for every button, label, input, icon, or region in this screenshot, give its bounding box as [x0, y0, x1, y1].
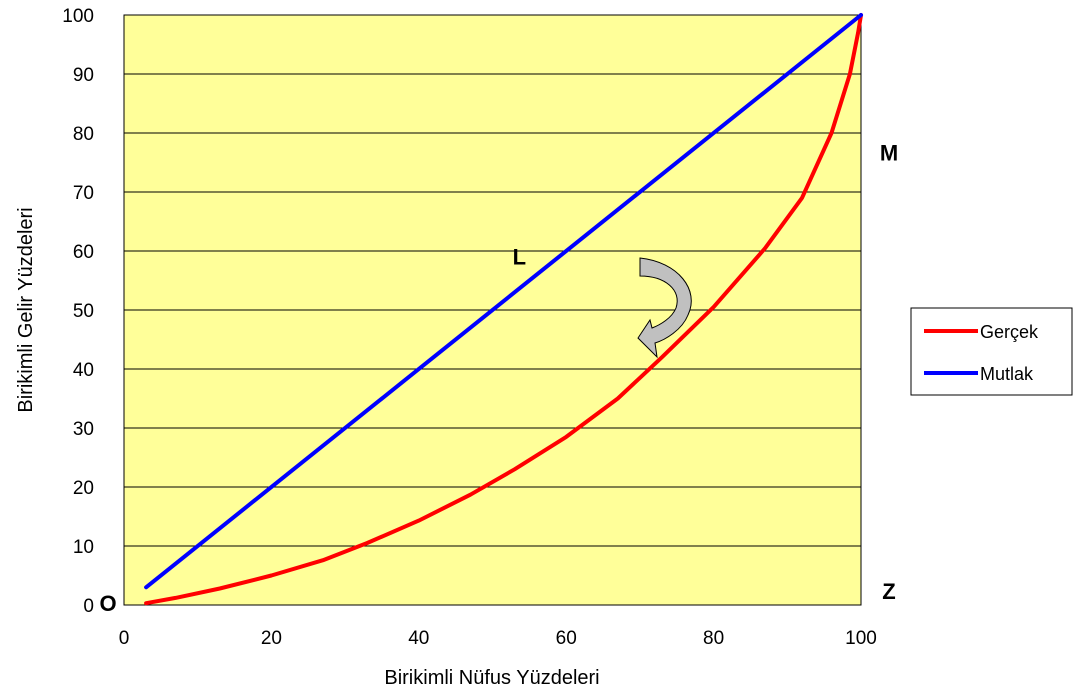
- x-tick-label: 60: [556, 628, 577, 649]
- y-axis-title: Birikimli Gelir Yüzdeleri: [15, 207, 37, 412]
- y-tick-label: 50: [73, 301, 94, 322]
- y-tick-label: 80: [73, 124, 94, 145]
- point-label-l: L: [513, 245, 526, 270]
- point-labels: O L M Z: [99, 141, 898, 617]
- y-tick-label: 60: [73, 242, 94, 263]
- curved-arrow-icon: [637, 257, 692, 359]
- y-tick-label: 90: [73, 65, 94, 86]
- y-tick-labels: 0 10 20 30 40 50 60 70 80 90 100: [62, 6, 94, 617]
- series-lines: [144, 13, 863, 606]
- legend: Gerçek Mutlak: [910, 307, 1073, 396]
- y-tick-label: 20: [73, 478, 94, 499]
- y-tick-label: 100: [62, 6, 94, 27]
- y-tick-label: 30: [73, 419, 94, 440]
- x-tick-label: 80: [703, 628, 724, 649]
- x-tick-label: 20: [261, 628, 282, 649]
- legend-label-mutlak: Mutlak: [980, 364, 1034, 384]
- x-axis-title: Birikimli Nüfus Yüzdeleri: [384, 667, 599, 689]
- point-label-o: O: [99, 591, 116, 616]
- point-label-m: M: [880, 141, 898, 166]
- y-tick-label: 70: [73, 183, 94, 204]
- point-label-z: Z: [882, 579, 895, 604]
- x-tick-label: 40: [408, 628, 429, 649]
- gridlines: [124, 73, 861, 547]
- legend-box: [910, 307, 1073, 396]
- series-line-mutlak: [144, 13, 863, 590]
- legend-label-gercek: Gerçek: [980, 322, 1039, 342]
- x-tick-labels: 0 20 40 60 80 100: [119, 628, 877, 649]
- x-tick-label: 100: [845, 628, 877, 649]
- series-line-gerçek: [144, 13, 863, 606]
- y-tick-label: 40: [73, 360, 94, 381]
- y-tick-label: 10: [73, 537, 94, 558]
- y-tick-label: 0: [83, 596, 94, 617]
- x-tick-label: 0: [119, 628, 130, 649]
